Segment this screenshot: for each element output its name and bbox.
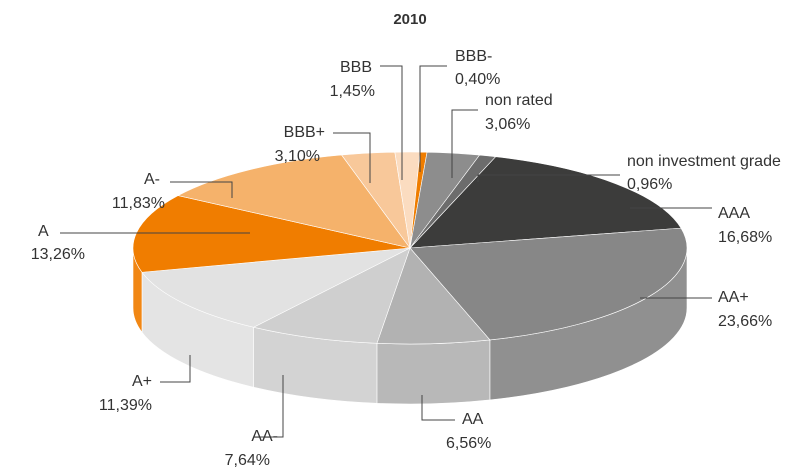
value-label: 0,96%	[627, 176, 672, 193]
slice-label: AAA	[718, 205, 750, 222]
leader-line	[477, 174, 620, 182]
slice-label: A+	[132, 373, 152, 390]
slice-side	[376, 339, 491, 405]
slice-label: A	[38, 223, 49, 240]
value-label: 11,83%	[112, 195, 165, 212]
value-label: 0,40%	[455, 71, 500, 88]
slice-label: BBB-	[455, 48, 492, 65]
leader-line	[421, 395, 455, 421]
slice	[252, 247, 411, 344]
chart-title: 2010	[393, 11, 426, 28]
slice	[409, 154, 497, 249]
value-label: 13,26%	[31, 246, 85, 263]
leader-line	[419, 65, 447, 172]
slice	[376, 247, 491, 345]
slice	[141, 247, 411, 328]
value-label: 11,39%	[99, 397, 152, 414]
leader-line	[170, 181, 233, 198]
slice	[409, 227, 688, 341]
leader-line	[160, 355, 191, 383]
value-label: 3,06%	[485, 116, 530, 133]
slice-label: BBB+	[284, 124, 325, 141]
leader-line	[333, 132, 371, 183]
value-label: 23,66%	[718, 313, 772, 330]
value-label: 16,68%	[718, 229, 772, 246]
slice-label: AA	[462, 411, 484, 428]
slice-label: A-	[144, 171, 160, 188]
slice-label: non rated	[485, 92, 553, 109]
value-label: 3,10%	[275, 148, 320, 165]
leader-line	[451, 109, 478, 178]
slice-label: AA-	[251, 428, 278, 445]
slice-label: BBB	[340, 59, 372, 76]
leader-line	[380, 65, 403, 180]
leader-line	[258, 375, 284, 438]
slice	[177, 154, 411, 249]
value-label: 7,64%	[225, 452, 270, 469]
slice-label: AA+	[718, 289, 749, 306]
slice-label: non investment grade	[627, 153, 781, 170]
value-label: 1,45%	[330, 83, 375, 100]
value-label: 6,56%	[446, 435, 491, 452]
